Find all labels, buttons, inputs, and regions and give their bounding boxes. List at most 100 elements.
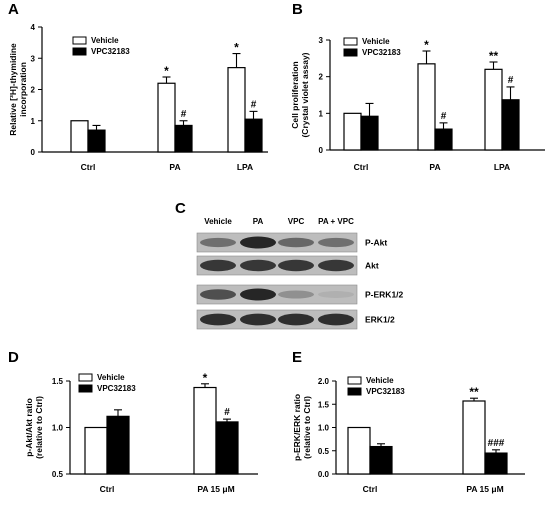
significance-star: *	[164, 64, 169, 78]
lane-label: Vehicle	[204, 217, 232, 226]
panel-letter: A	[8, 1, 19, 18]
blot-band	[278, 237, 314, 248]
bar-vpc32183	[244, 118, 263, 153]
bar-vpc32183	[501, 99, 520, 151]
y-tick-label: 1	[319, 109, 324, 118]
blot-band	[240, 236, 276, 249]
x-tick-label: PA	[429, 162, 440, 172]
x-tick-label: Ctrl	[354, 162, 369, 172]
bar-vehicle	[462, 400, 486, 475]
blot-band	[278, 259, 314, 272]
y-axis-label: (Crystal violet assay)	[300, 52, 310, 137]
y-axis-label: Relative [³H]-thymidine	[8, 43, 18, 136]
blot-band	[240, 288, 276, 301]
x-tick-label: PA	[169, 162, 180, 172]
x-tick-label: LPA	[494, 162, 510, 172]
blot-row-label: P-Akt	[365, 238, 387, 248]
legend-label: Vehicle	[366, 376, 394, 385]
significance-hash: #	[251, 99, 257, 110]
y-tick-label: 1.5	[318, 400, 330, 409]
legend-label: VPC32183	[366, 387, 405, 396]
bar-vpc32183	[87, 129, 106, 153]
chart-panel-e: E 0.0 0.5 1.0 1.5 2.0 p-ERK/ERK ratio (relative…	[292, 349, 525, 494]
chart-panel-d: D 0.5 1.0 1.5 p-Akt/Akt ratio (relative to Ct…	[8, 349, 258, 494]
y-tick-label: 0	[31, 148, 36, 157]
legend-swatch	[72, 47, 87, 56]
blot-band	[200, 259, 236, 272]
blot-band	[318, 259, 354, 272]
bar-vpc32183	[215, 421, 239, 475]
blot-strip	[196, 309, 358, 330]
blot-band	[200, 313, 236, 326]
blot-row-label: Akt	[365, 261, 379, 271]
blot-band	[200, 237, 236, 248]
blot-strip	[196, 232, 358, 253]
x-tick-label: Ctrl	[363, 484, 378, 494]
y-tick-label: 0.0	[318, 470, 330, 479]
significance-hash: #	[181, 109, 187, 120]
bar-vehicle	[70, 120, 89, 153]
y-tick-label: 3	[31, 54, 36, 63]
legend-label: VPC32183	[97, 384, 136, 393]
significance-star: **	[489, 49, 499, 63]
legend-swatch	[343, 37, 358, 46]
bar-vpc32183	[106, 415, 130, 475]
legend-label: Vehicle	[91, 36, 119, 45]
bar-vehicle	[157, 82, 176, 153]
y-tick-label: 1.5	[52, 377, 64, 386]
significance-star: *	[234, 41, 239, 55]
y-axis-label: Cell proliferation	[290, 61, 300, 129]
blot-row-label: ERK1/2	[365, 315, 395, 325]
blot-row-label: P-ERK1/2	[365, 290, 404, 300]
bar-vehicle	[193, 386, 217, 475]
x-tick-label: Ctrl	[81, 162, 96, 172]
blot-band	[318, 291, 354, 298]
legend-label: Vehicle	[362, 37, 390, 46]
y-tick-label: 2	[31, 86, 36, 95]
bar-vehicle	[84, 426, 108, 475]
x-tick-label: PA 15 μM	[197, 484, 234, 494]
y-axis-label: (relative to Ctrl)	[34, 396, 44, 459]
x-tick-label: LPA	[237, 162, 253, 172]
bar-vpc32183	[174, 124, 193, 153]
blot-strip	[196, 284, 358, 305]
blot-panel-c: C Vehicle PA VPC PA + VPC P-Akt Akt P-ERK1/2 ERK…	[175, 200, 404, 330]
y-axis-label: (relative to Ctrl)	[302, 396, 312, 459]
panel-letter: E	[292, 349, 302, 366]
y-tick-label: 2	[319, 73, 324, 82]
bar-vpc32183	[484, 452, 508, 475]
significance-star: *	[203, 371, 208, 385]
blot-band	[278, 313, 314, 326]
bar-vehicle	[347, 426, 371, 475]
blot-band	[318, 237, 354, 248]
significance-hash: #	[508, 75, 514, 86]
bar-vehicle	[227, 67, 246, 153]
significance-star: *	[424, 38, 429, 52]
y-tick-label: 1.0	[318, 424, 330, 433]
bar-vehicle	[417, 63, 436, 151]
legend-label: Vehicle	[97, 373, 125, 382]
blot-strip	[196, 255, 358, 276]
panel-letter: B	[292, 1, 303, 18]
bar-vpc32183	[360, 115, 379, 151]
legend-swatch	[78, 384, 93, 393]
legend-swatch	[78, 373, 93, 382]
blot-band	[240, 313, 276, 326]
y-axis-label: incorporation	[18, 62, 28, 117]
x-tick-label: Ctrl	[100, 484, 115, 494]
significance-hash: #	[224, 407, 230, 418]
significance-star: **	[469, 385, 479, 399]
lane-label: PA	[253, 217, 264, 226]
blot-band	[200, 289, 236, 300]
legend-label: VPC32183	[362, 48, 401, 57]
y-tick-label: 0.5	[52, 470, 64, 479]
blot-band	[318, 313, 354, 326]
chart-panel-a: A 0 1 2 3 4 Relative [³H]-thymidine incorporati…	[8, 1, 268, 172]
legend-swatch	[347, 387, 362, 396]
panel-letter: D	[8, 349, 19, 366]
legend-swatch	[347, 376, 362, 385]
bar-vehicle	[484, 68, 503, 151]
significance-hash: #	[441, 111, 447, 122]
y-tick-label: 0	[319, 146, 324, 155]
